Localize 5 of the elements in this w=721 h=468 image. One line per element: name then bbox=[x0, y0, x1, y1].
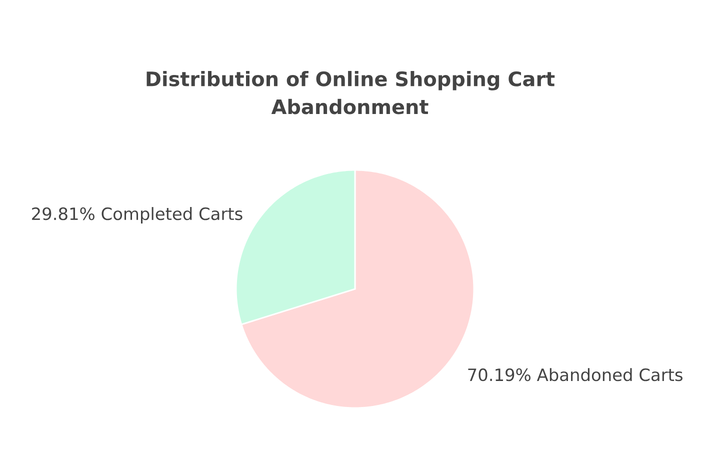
chart-title: Distribution of Online Shopping Cart Abandonment bbox=[146, 70, 555, 114]
slice-label: Abandoned Carts bbox=[536, 368, 682, 382]
data-label: 29.81% bbox=[32, 207, 94, 220]
slice-label: Completed Carts bbox=[102, 207, 242, 224]
data-label: 70.19% bbox=[468, 368, 530, 382]
